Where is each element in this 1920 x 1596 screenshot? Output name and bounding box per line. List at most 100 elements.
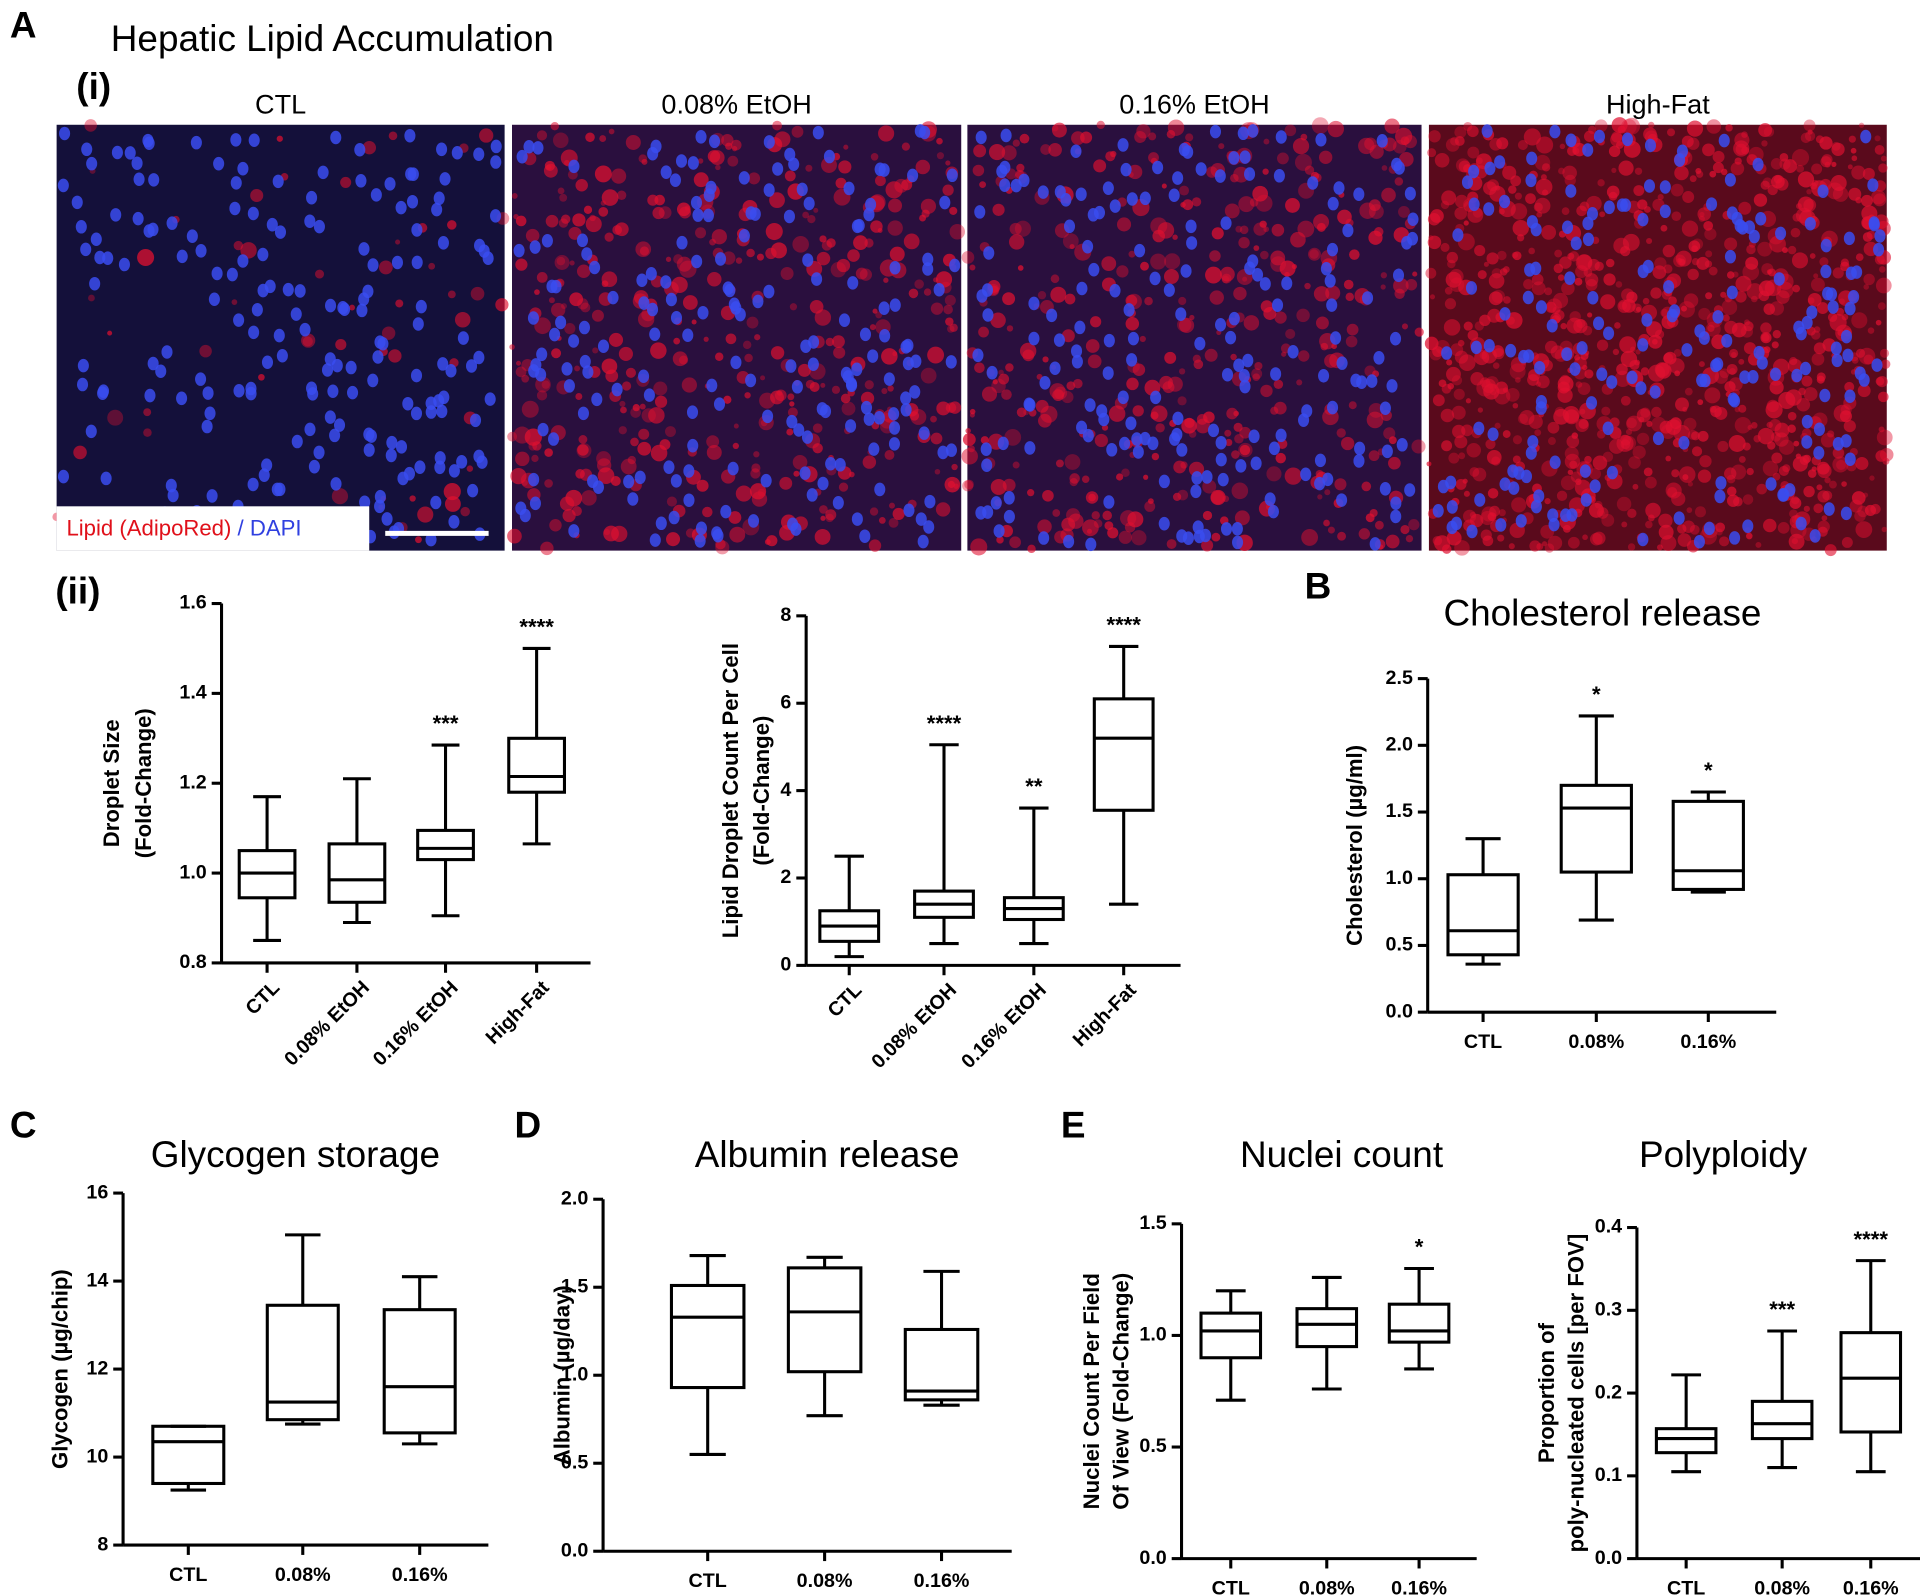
lipid-signal: [1131, 530, 1147, 546]
nucleus: [337, 300, 349, 315]
lipid-signal: [388, 131, 398, 141]
lipid-signal: [1876, 429, 1893, 446]
lipid-signal: [1574, 354, 1581, 361]
lipid-signal: [1656, 544, 1663, 551]
nucleus: [1109, 283, 1121, 298]
nucleus: [1270, 367, 1282, 381]
nucleus: [990, 496, 1002, 510]
nucleus: [414, 460, 426, 474]
lipid-signal: [603, 525, 619, 542]
lipid-signal: [1143, 474, 1149, 480]
lipid-signal: [1172, 492, 1182, 502]
nucleus: [713, 397, 726, 411]
nucleus: [1513, 466, 1525, 480]
nucleus: [1176, 443, 1188, 457]
lipid-signal: [1729, 348, 1739, 359]
lipid-signal: [1765, 401, 1783, 419]
nucleus: [226, 267, 238, 282]
nucleus: [482, 251, 494, 265]
lipid-signal: [1536, 136, 1554, 154]
box: [1092, 697, 1155, 812]
nucleus: [374, 499, 386, 514]
nucleus: [561, 362, 573, 376]
nucleus: [843, 181, 855, 196]
lipid-signal: [881, 387, 888, 395]
nucleus: [1185, 219, 1197, 234]
lipid-signal: [1847, 164, 1853, 170]
lipid-signal: [1066, 508, 1081, 523]
significance: **: [1025, 774, 1043, 799]
lipid-signal: [1243, 315, 1260, 331]
lipid-signal: [791, 125, 804, 138]
lipid-signal: [1726, 474, 1736, 484]
lipid-signal: [515, 451, 530, 467]
y-axis-label: Droplet Size: [99, 719, 124, 847]
lipid-signal: [1001, 145, 1017, 161]
lipid-signal: [639, 403, 646, 410]
lipid-signal: [1874, 144, 1885, 155]
nucleus: [367, 258, 379, 272]
nucleus: [1071, 354, 1083, 369]
nucleus: [1580, 493, 1592, 507]
nucleus: [867, 349, 879, 363]
nucleus: [266, 217, 278, 232]
lipid-signal: [998, 373, 1010, 385]
nucleus: [727, 461, 739, 476]
lipid-signal: [1681, 135, 1694, 148]
nucleus: [1037, 185, 1049, 199]
nucleus: [1158, 474, 1170, 489]
lipid-signal: [460, 506, 470, 517]
lipid-signal: [1290, 231, 1306, 248]
lipid-signal: [1644, 476, 1657, 489]
lipid-signal: [914, 279, 924, 289]
nucleus: [568, 524, 580, 538]
lipid-signal: [780, 266, 794, 280]
y-axis-label: Albumin (µg/day): [550, 1285, 575, 1465]
nucleus: [1499, 477, 1511, 491]
lipid-signal: [892, 507, 905, 520]
lipid-signal: [1878, 426, 1885, 433]
lipid-signal: [534, 317, 551, 335]
lipid-signal: [923, 288, 932, 296]
lipid-signal: [1869, 475, 1875, 481]
lipid-signal: [536, 390, 548, 401]
nucleus: [949, 258, 961, 273]
nucleus: [922, 252, 934, 267]
lipid-signal: [945, 160, 951, 166]
nucleus: [1093, 205, 1106, 220]
lipid-signal: [1756, 483, 1768, 495]
lipid-signal: [805, 379, 815, 389]
lipid-signal: [1719, 368, 1730, 379]
lipid-signal: [1515, 377, 1521, 383]
lipid-signal: [1052, 389, 1065, 402]
lipid-signal: [592, 347, 599, 354]
nucleus: [1659, 204, 1671, 219]
lipid-signal: [199, 344, 212, 358]
nucleus: [1215, 317, 1227, 332]
nucleus: [1446, 500, 1458, 514]
lipid-signal: [1566, 317, 1583, 334]
lipid-signal: [945, 317, 954, 326]
lipid-signal: [1364, 365, 1376, 377]
nucleus: [660, 275, 672, 289]
lipid-signal: [1751, 295, 1758, 303]
nucleus: [1354, 441, 1366, 456]
lipid-signal: [1571, 432, 1579, 439]
nucleus: [1053, 333, 1065, 347]
box: [1295, 1307, 1359, 1349]
nucleus: [597, 339, 610, 354]
lipid-signal: [1850, 147, 1857, 154]
nucleus: [668, 510, 680, 525]
lipid-signal: [1606, 185, 1620, 199]
lipid-signal: [1454, 435, 1468, 449]
x-tick-label: CTL: [1464, 1031, 1502, 1053]
lipid-signal: [1340, 436, 1355, 451]
nucleus: [313, 219, 325, 234]
lipid-signal: [1875, 319, 1882, 326]
nucleus: [372, 350, 384, 364]
lipid-signal: [612, 225, 623, 235]
lipid-signal: [1463, 220, 1469, 226]
lipid-signal: [1592, 455, 1608, 471]
nucleus: [306, 190, 318, 205]
lipid-signal: [1087, 354, 1102, 369]
